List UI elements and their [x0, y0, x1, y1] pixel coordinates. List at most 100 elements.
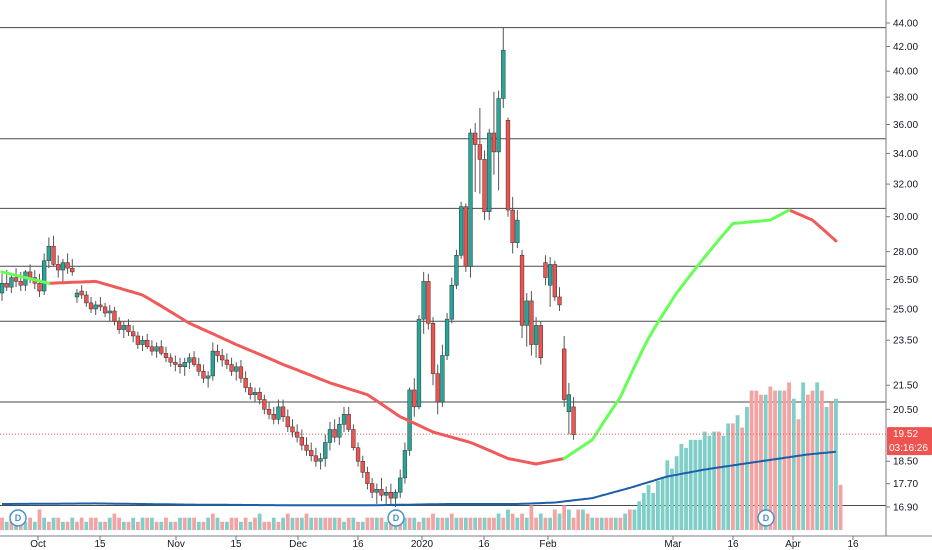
ma-short-down	[787, 208, 838, 243]
volume-bar	[459, 517, 464, 530]
candle-body	[205, 375, 211, 379]
volume-bar	[37, 509, 42, 530]
volume-bar	[281, 517, 285, 530]
price-tick-label: 26.50	[893, 275, 918, 286]
volume-bar	[103, 521, 107, 530]
volume-bar	[805, 394, 810, 530]
volume-bar	[801, 382, 806, 530]
volume-bar	[487, 517, 492, 530]
volume-bar	[192, 517, 196, 530]
volume-bar	[356, 521, 360, 530]
volume-bar	[187, 517, 192, 530]
volume-bar	[665, 460, 670, 530]
volume-bar	[313, 517, 318, 530]
dividend-label: D	[393, 513, 400, 523]
volume-bar	[407, 517, 412, 530]
candle-body	[482, 159, 487, 212]
volume-bar	[168, 521, 173, 530]
time-tick-label: 16	[727, 539, 739, 550]
candle-body	[421, 281, 426, 320]
volume-bar	[819, 390, 824, 530]
ma-short-up	[0, 270, 51, 285]
candle-body	[295, 431, 300, 438]
candle-body	[304, 444, 309, 451]
candle-body	[318, 458, 323, 462]
candle-body	[60, 262, 66, 271]
volume-bar	[735, 415, 740, 530]
candle-body	[173, 361, 178, 365]
volume-bar	[440, 517, 445, 530]
volume-bar	[271, 517, 276, 530]
volume-bar	[234, 517, 239, 530]
volume-bar	[51, 517, 56, 530]
volume-bar	[28, 517, 33, 530]
volume-bar	[431, 513, 435, 530]
volume-bar	[585, 513, 590, 530]
candle-body	[379, 489, 384, 496]
candle-body	[468, 132, 473, 267]
candle-body	[290, 426, 295, 433]
candle-body	[163, 353, 169, 359]
volume-bar	[520, 513, 524, 530]
volume-bar	[534, 517, 538, 530]
volume-bar	[552, 509, 557, 530]
candle-body	[524, 300, 529, 326]
volume-bar	[201, 521, 206, 530]
candle-body	[398, 477, 403, 493]
time-axis[interactable]: Oct 15 Nov 15 Dec 16 2020 16 Feb Mar 16 Apr 16	[30, 536, 859, 550]
dividend-marker: D	[387, 509, 405, 527]
volume-bar	[679, 443, 684, 530]
volume-bar	[566, 509, 571, 530]
volume-bar	[670, 468, 674, 530]
candle-body	[473, 132, 478, 145]
volume-bar	[529, 505, 534, 530]
volume-bar	[65, 521, 70, 530]
volume-bar	[309, 517, 314, 530]
candle-body	[487, 132, 492, 212]
volume-bar	[351, 517, 356, 530]
candle-body	[42, 260, 47, 292]
candle-body	[140, 339, 145, 345]
price-axis[interactable]: 44.00 42.00 40.00 38.00 36.00 34.00 32.00 30.00…	[886, 19, 918, 514]
time-tick-label: Apr	[785, 539, 801, 550]
candle-body	[313, 455, 319, 462]
candle-body	[365, 472, 370, 484]
candle-body	[98, 304, 103, 308]
volume-bar	[445, 517, 449, 530]
candle-body	[121, 325, 126, 330]
candle-body	[562, 348, 567, 400]
candle-body	[491, 132, 497, 153]
price-tick-label: 25.00	[893, 304, 918, 315]
candle-body	[458, 206, 464, 256]
candle-body	[412, 389, 417, 408]
volume-bar	[548, 517, 553, 530]
candle-body	[299, 436, 304, 446]
volume-bar	[61, 521, 65, 530]
volume-bar	[721, 435, 726, 530]
time-tick-label: Nov	[167, 539, 185, 550]
volume-bar	[89, 517, 93, 530]
volume-bar	[56, 517, 61, 530]
volume-bar	[79, 517, 84, 530]
candle-body	[159, 346, 164, 354]
candle-body	[440, 355, 445, 403]
price-tick-label: 16.90	[893, 503, 918, 514]
candle-body	[4, 283, 9, 288]
candle-body	[65, 262, 70, 269]
volume-bar	[4, 521, 9, 530]
candle-body	[360, 460, 365, 473]
candle-body	[327, 429, 333, 443]
volume-bar	[609, 517, 613, 530]
candle-body	[131, 331, 136, 337]
price-tick-label: 32.00	[893, 180, 918, 191]
volume-bar	[834, 398, 838, 530]
volume-bar	[374, 517, 379, 530]
candle-body	[566, 394, 572, 413]
volume-bar	[590, 517, 595, 530]
volume-bar	[239, 521, 243, 530]
candle-body	[496, 98, 501, 153]
last-price-label: 19.52 03:16:26	[887, 427, 932, 456]
candle-body	[332, 429, 337, 438]
volume-bar	[829, 402, 834, 530]
